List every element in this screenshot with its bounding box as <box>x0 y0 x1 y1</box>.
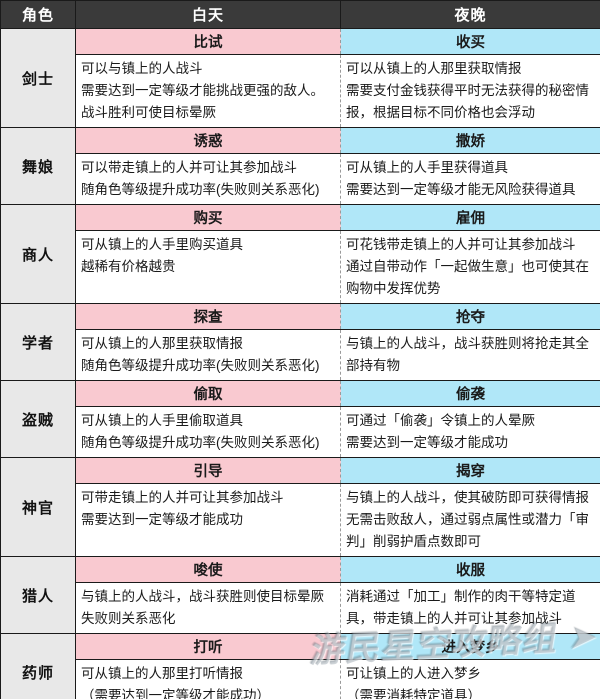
desc-line: 可以与镇上的人战斗 <box>81 61 203 76</box>
day-skill-desc: 可从镇上的人手里偷取道具随角色等级提升成功率(失败则关系恶化) <box>75 406 341 458</box>
desc-line: 需要支付金钱获得平时无法获得的秘密情报，根据目标不同价格也会浮动 <box>346 83 589 120</box>
day-skill-name: 打听 <box>75 633 341 660</box>
desc-line: 需要达到一定等级才能成功 <box>346 435 508 450</box>
table-row: 与镇上的人战斗，战斗获胜则使目标晕厥 失败则关系恶化 消耗通过「加工」制作的肉干等… <box>1 582 600 634</box>
day-skill-name: 比试 <box>75 28 341 55</box>
table-row: 可从镇上的人那里打听情报 （需要达到一定等级才能成功） 可让镇上的人进入梦乡 （需要… <box>1 659 600 699</box>
desc-line: 越稀有价格越贵 <box>81 259 176 274</box>
desc-line: 无需击败敌人，通过弱点属性或潜力「审判」削弱护盾点数即可 <box>346 512 589 549</box>
day-skill-name: 购买 <box>75 204 341 231</box>
desc-line: 随角色等级提升成功率(失败则关系恶化) <box>81 435 320 450</box>
table-row: 学者 探查 抢夺 <box>0 303 600 381</box>
role-name: 神官 <box>0 457 76 557</box>
table-row: 可从镇上的人那里获取情报随角色等级提升成功率(失败则关系恶化) 与镇上的人战斗，… <box>1 329 600 381</box>
night-skill-desc: 可让镇上的人进入梦乡 （需要消耗特定道具） <box>340 659 600 699</box>
role-name: 猎人 <box>0 556 76 634</box>
desc-line: 可从镇上的人那里打听情报 <box>81 666 243 681</box>
day-skill-desc: 可从镇上的人那里获取情报随角色等级提升成功率(失败则关系恶化) <box>75 329 341 381</box>
desc-line: 可花钱带走镇上的人并可让其参加战斗 <box>346 237 576 252</box>
table-row: 剑士 比试 收买 <box>0 28 600 128</box>
day-skill-desc: 可从镇上的人手里购买道具 越稀有价格越贵 <box>75 230 341 304</box>
night-skill-name: 揭穿 <box>340 457 600 484</box>
col-header-night: 夜晚 <box>340 0 600 29</box>
role-name: 舞娘 <box>0 127 76 205</box>
table-row: 舞娘 诱惑 撒娇 <box>0 127 600 205</box>
day-skill-desc: 可带走镇上的人并可让其参加战斗 需要达到一定等级才能成功 <box>75 483 341 557</box>
day-skill-desc: 与镇上的人战斗，战斗获胜则使目标晕厥 失败则关系恶化 <box>75 582 341 634</box>
night-skill-name: 抢夺 <box>340 303 600 330</box>
night-skill-desc: 可以从镇上的人那里获取情报需要支付金钱获得平时无法获得的秘密情报，根据目标不同价… <box>340 54 600 128</box>
desc-line: 通过自带动作「一起做生意」也可使其在购物中发挥优势 <box>346 259 589 296</box>
desc-line: （需要消耗特定道具） <box>346 688 481 699</box>
table-row: 猎人 唆使 收服 <box>0 556 600 634</box>
desc-line: 随角色等级提升成功率(失败则关系恶化) <box>81 182 320 197</box>
desc-line: 可让镇上的人进入梦乡 <box>346 666 481 681</box>
table-row: 神官 引导 揭穿 <box>0 457 600 557</box>
desc-line: 消耗通过「加工」制作的肉干等特定道具，带走镇上的人并可让其参加战斗 <box>346 589 576 626</box>
night-skill-name: 进入梦乡 <box>340 633 600 660</box>
desc-line: 可从镇上的人手里获得道具 <box>346 160 508 175</box>
role-name: 盗贼 <box>0 380 76 458</box>
desc-line: 与镇上的人战斗，战斗获胜则使目标晕厥 <box>81 589 324 604</box>
role-name: 商人 <box>0 204 76 304</box>
role-name: 学者 <box>0 303 76 381</box>
col-header-day: 白天 <box>75 0 341 29</box>
desc-line: 可以带走镇上的人并可让其参加战斗 <box>81 160 297 175</box>
desc-line: 可从镇上的人手里偷取道具 <box>81 413 243 428</box>
desc-line: 可带走镇上的人并可让其参加战斗 <box>81 490 284 505</box>
day-skill-name: 引导 <box>75 457 341 484</box>
night-skill-desc: 与镇上的人战斗，使其破防即可获得情报无需击败敌人，通过弱点属性或潜力「审判」削弱… <box>340 483 600 557</box>
desc-line: 需要达到一定等级才能挑战更强的敌人。 <box>81 83 324 98</box>
desc-line: 失败则关系恶化 <box>81 611 176 626</box>
table-row: 可从镇上的人手里购买道具 越稀有价格越贵 可花钱带走镇上的人并可让其参加战斗通过自… <box>1 230 600 304</box>
desc-line: 战斗胜利可使目标晕厥 <box>81 105 216 120</box>
role-name: 药师 <box>0 633 76 699</box>
desc-line: 需要达到一定等级才能成功 <box>81 512 243 527</box>
desc-line: 随角色等级提升成功率(失败则关系恶化) <box>81 358 320 373</box>
table-header-row: 角色 白天 夜晚 <box>0 0 600 29</box>
day-skill-desc: 可以带走镇上的人并可让其参加战斗随角色等级提升成功率(失败则关系恶化) <box>75 153 341 205</box>
night-skill-desc: 可花钱带走镇上的人并可让其参加战斗通过自带动作「一起做生意」也可使其在购物中发挥… <box>340 230 600 304</box>
night-skill-name: 雇佣 <box>340 204 600 231</box>
day-skill-name: 诱惑 <box>75 127 341 154</box>
table-row: 可以与镇上的人战斗需要达到一定等级才能挑战更强的敌人。 战斗胜利可使目标晕厥 可以… <box>1 54 600 128</box>
night-skill-name: 收服 <box>340 556 600 583</box>
day-skill-name: 唆使 <box>75 556 341 583</box>
role-name: 剑士 <box>0 28 76 128</box>
table-row: 商人 购买 雇佣 <box>0 204 600 304</box>
day-skill-desc: 可从镇上的人那里打听情报 （需要达到一定等级才能成功） <box>75 659 341 699</box>
col-header-role: 角色 <box>0 0 76 29</box>
night-skill-desc: 消耗通过「加工」制作的肉干等特定道具，带走镇上的人并可让其参加战斗 <box>340 582 600 634</box>
night-skill-desc: 与镇上的人战斗，战斗获胜则将抢走其全部持有物 <box>340 329 600 381</box>
desc-line: 可从镇上的人那里获取情报 <box>81 336 243 351</box>
table-row: 可从镇上的人手里偷取道具随角色等级提升成功率(失败则关系恶化) 可通过「偷袭」令… <box>1 406 600 458</box>
desc-line: 与镇上的人战斗，使其破防即可获得情报 <box>346 490 589 505</box>
table-row: 可带走镇上的人并可让其参加战斗 需要达到一定等级才能成功 与镇上的人战斗，使其破防… <box>1 483 600 557</box>
table-row: 盗贼 偷取 偷袭 <box>0 380 600 458</box>
desc-line: 可通过「偷袭」令镇上的人晕厥 <box>346 413 535 428</box>
night-skill-name: 偷袭 <box>340 380 600 407</box>
table-row: 药师 打听 进入梦乡 <box>0 633 600 699</box>
night-skill-desc: 可通过「偷袭」令镇上的人晕厥 需要达到一定等级才能成功 <box>340 406 600 458</box>
night-skill-desc: 可从镇上的人手里获得道具需要达到一定等级才能无风险获得道具 <box>340 153 600 205</box>
day-skill-name: 偷取 <box>75 380 341 407</box>
desc-line: 可以从镇上的人那里获取情报 <box>346 61 522 76</box>
night-skill-name: 撒娇 <box>340 127 600 154</box>
desc-line: （需要达到一定等级才能成功） <box>81 688 270 699</box>
night-skill-name: 收买 <box>340 28 600 55</box>
desc-line: 可从镇上的人手里购买道具 <box>81 237 243 252</box>
day-skill-name: 探查 <box>75 303 341 330</box>
desc-line: 与镇上的人战斗，战斗获胜则将抢走其全部持有物 <box>346 336 589 373</box>
desc-line: 需要达到一定等级才能无风险获得道具 <box>346 182 576 197</box>
day-skill-desc: 可以与镇上的人战斗需要达到一定等级才能挑战更强的敌人。 战斗胜利可使目标晕厥 <box>75 54 341 128</box>
table-row: 可以带走镇上的人并可让其参加战斗随角色等级提升成功率(失败则关系恶化) 可从镇上… <box>1 153 600 205</box>
